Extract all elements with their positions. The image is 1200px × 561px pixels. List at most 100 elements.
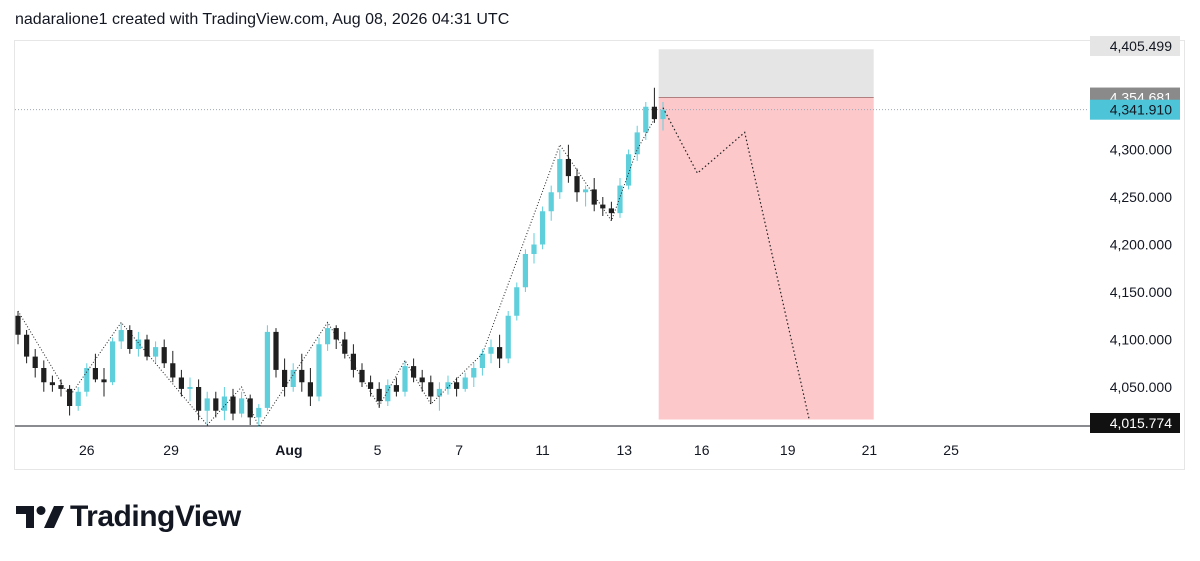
- candle[interactable]: [127, 330, 133, 349]
- candle[interactable]: [230, 396, 236, 414]
- candle[interactable]: [75, 391, 81, 406]
- price-chart[interactable]: 4,050.000 4,100.000 4,150.000 4,200.000 4,25…: [0, 0, 1200, 480]
- candle[interactable]: [41, 368, 47, 383]
- candle[interactable]: [488, 347, 494, 354]
- price-label-zone_top: [1090, 36, 1180, 56]
- candle[interactable]: [316, 344, 322, 397]
- candle[interactable]: [540, 211, 546, 245]
- candle[interactable]: [505, 315, 511, 359]
- chart-caption: nadaralione1 created with TradingView.co…: [15, 11, 510, 28]
- candle[interactable]: [531, 244, 537, 255]
- x-tick-label: 26: [79, 442, 95, 458]
- candle[interactable]: [161, 347, 167, 364]
- x-tick-label: 25: [943, 442, 959, 458]
- candle[interactable]: [264, 331, 270, 408]
- candle[interactable]: [15, 315, 21, 335]
- candle[interactable]: [135, 339, 141, 350]
- candle[interactable]: [393, 385, 399, 392]
- candle[interactable]: [445, 382, 451, 389]
- candle[interactable]: [436, 388, 442, 397]
- candle[interactable]: [204, 398, 210, 411]
- stop-zone[interactable]: [658, 49, 874, 98]
- candle[interactable]: [92, 368, 98, 380]
- candle[interactable]: [299, 369, 305, 383]
- x-tick-label: 7: [455, 442, 463, 458]
- candle[interactable]: [565, 159, 571, 177]
- candle[interactable]: [325, 328, 331, 345]
- candle[interactable]: [514, 287, 520, 316]
- candle[interactable]: [256, 407, 262, 418]
- candle[interactable]: [170, 363, 176, 378]
- candle[interactable]: [376, 388, 382, 402]
- candle[interactable]: [58, 385, 64, 389]
- y-tick-label: 4,050.000: [1110, 379, 1172, 395]
- candle[interactable]: [153, 347, 159, 357]
- target-zone[interactable]: [658, 97, 874, 420]
- price-label-target: [1090, 413, 1180, 433]
- candle[interactable]: [411, 366, 417, 378]
- candle[interactable]: [651, 106, 657, 120]
- candle[interactable]: [32, 356, 38, 368]
- candle[interactable]: [67, 388, 73, 406]
- candle[interactable]: [634, 132, 640, 155]
- candle[interactable]: [118, 330, 124, 342]
- candle[interactable]: [359, 369, 365, 383]
- candle[interactable]: [583, 189, 589, 193]
- y-tick-label: 4,200.000: [1110, 237, 1172, 253]
- candle[interactable]: [247, 398, 253, 418]
- candle[interactable]: [101, 379, 107, 383]
- candle[interactable]: [24, 334, 30, 357]
- x-tick-label: 29: [163, 442, 179, 458]
- candle[interactable]: [110, 341, 116, 383]
- brand-footer: TradingView: [16, 500, 241, 534]
- candle[interactable]: [626, 154, 632, 186]
- candle[interactable]: [342, 339, 348, 354]
- candle[interactable]: [557, 159, 563, 193]
- candle[interactable]: [273, 331, 279, 370]
- candle[interactable]: [402, 366, 408, 392]
- y-tick-label: 4,100.000: [1110, 332, 1172, 348]
- candle[interactable]: [497, 347, 503, 359]
- candle[interactable]: [548, 192, 554, 212]
- x-tick-label: 5: [374, 442, 382, 458]
- candle[interactable]: [574, 176, 580, 193]
- price-path-line: [17, 118, 655, 428]
- candle[interactable]: [282, 369, 288, 387]
- candle[interactable]: [617, 185, 623, 214]
- candle[interactable]: [608, 208, 614, 214]
- candle[interactable]: [290, 369, 296, 387]
- candle[interactable]: [454, 382, 460, 389]
- candle[interactable]: [178, 377, 184, 389]
- y-tick-label: 4,300.000: [1110, 142, 1172, 158]
- candle[interactable]: [368, 382, 374, 389]
- candle[interactable]: [196, 387, 202, 411]
- candle[interactable]: [187, 387, 193, 389]
- candle[interactable]: [462, 377, 468, 389]
- candle[interactable]: [350, 353, 356, 370]
- candle[interactable]: [428, 382, 434, 397]
- candle[interactable]: [471, 368, 477, 378]
- x-tick-label: 13: [617, 442, 633, 458]
- candle[interactable]: [591, 189, 597, 205]
- candle[interactable]: [643, 106, 649, 133]
- candle[interactable]: [522, 254, 528, 288]
- candle[interactable]: [239, 398, 245, 414]
- candle[interactable]: [600, 204, 606, 209]
- candle[interactable]: [333, 328, 339, 340]
- x-tick-label: Aug: [275, 442, 302, 458]
- x-tick-label: 16: [694, 442, 710, 458]
- price-label-text: 4,015.774: [1110, 415, 1172, 431]
- candle[interactable]: [144, 339, 150, 357]
- projection-path[interactable]: [662, 107, 810, 420]
- candle[interactable]: [84, 368, 90, 392]
- x-tick-label: 11: [535, 442, 550, 458]
- x-tick-label: 21: [862, 442, 878, 458]
- candle[interactable]: [479, 353, 485, 368]
- candle[interactable]: [307, 382, 313, 397]
- candle[interactable]: [221, 396, 227, 411]
- candle[interactable]: [213, 398, 219, 411]
- candle[interactable]: [49, 382, 55, 386]
- candle[interactable]: [419, 377, 425, 383]
- candle[interactable]: [660, 109, 666, 120]
- candle[interactable]: [385, 385, 391, 402]
